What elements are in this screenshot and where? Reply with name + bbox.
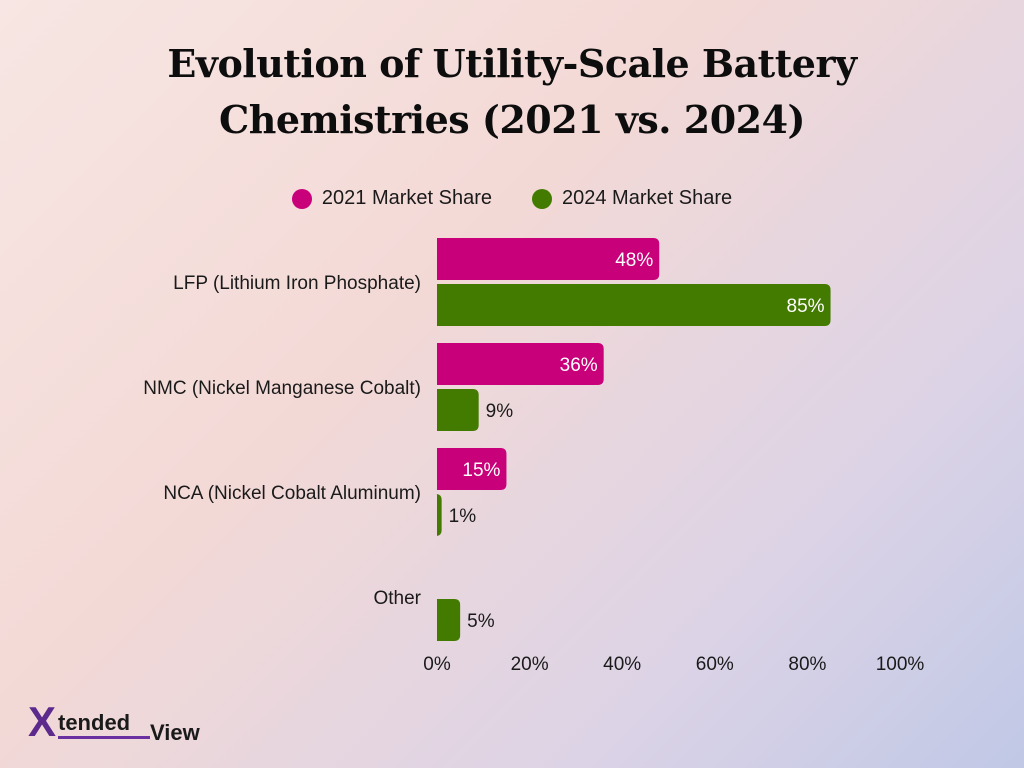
- legend-label-2021: 2021 Market Share: [321, 187, 492, 209]
- bar-2024: [437, 389, 479, 431]
- bar-2024: [435, 494, 442, 536]
- data-label: 9%: [486, 401, 514, 422]
- data-label: 85%: [787, 296, 825, 317]
- data-label: 5%: [467, 611, 495, 632]
- data-label: 48%: [615, 250, 653, 271]
- category-label: NMC (Nickel Manganese Cobalt): [143, 378, 421, 399]
- logo-word: tended: [58, 710, 131, 735]
- x-tick-label: 100%: [876, 654, 925, 675]
- logo-underline: [58, 736, 150, 739]
- x-tick-label: 0%: [423, 654, 451, 675]
- category-label: LFP (Lithium Iron Phosphate): [173, 273, 421, 294]
- logo-mark: X: [28, 698, 57, 745]
- bar-2021: [437, 343, 604, 385]
- category-label: NCA (Nickel Cobalt Aluminum): [163, 483, 421, 504]
- bar-2024: [437, 599, 461, 641]
- logo-word-2: View: [150, 720, 200, 745]
- x-tick-label: 60%: [696, 654, 734, 675]
- bar-2024: [437, 284, 831, 326]
- chart-title-line-2: Chemistries (2021 vs. 2024): [218, 97, 806, 142]
- legend-item-2024: 2024 Market Share: [532, 187, 732, 210]
- bar-2021: [437, 448, 507, 490]
- bar-2021: [437, 238, 660, 280]
- x-tick-label: 40%: [603, 654, 641, 675]
- chart-title: Evolution of Utility-Scale Battery Chemi…: [0, 36, 1024, 148]
- data-label: 1%: [449, 506, 477, 527]
- x-tick-label: 80%: [788, 654, 826, 675]
- chart-legend: 2021 Market Share 2024 Market Share: [0, 187, 1024, 210]
- legend-swatch-2021: [291, 188, 312, 209]
- legend-item-2021: 2021 Market Share: [291, 187, 492, 210]
- legend-label-2024: 2024 Market Share: [562, 187, 733, 209]
- legend-swatch-2024: [532, 188, 552, 209]
- data-label: 15%: [462, 460, 500, 481]
- data-label: 36%: [560, 355, 598, 376]
- x-tick-label: 20%: [511, 654, 549, 675]
- chart-title-line-1: Evolution of Utility-Scale Battery: [167, 41, 857, 86]
- category-label: Other: [373, 588, 421, 609]
